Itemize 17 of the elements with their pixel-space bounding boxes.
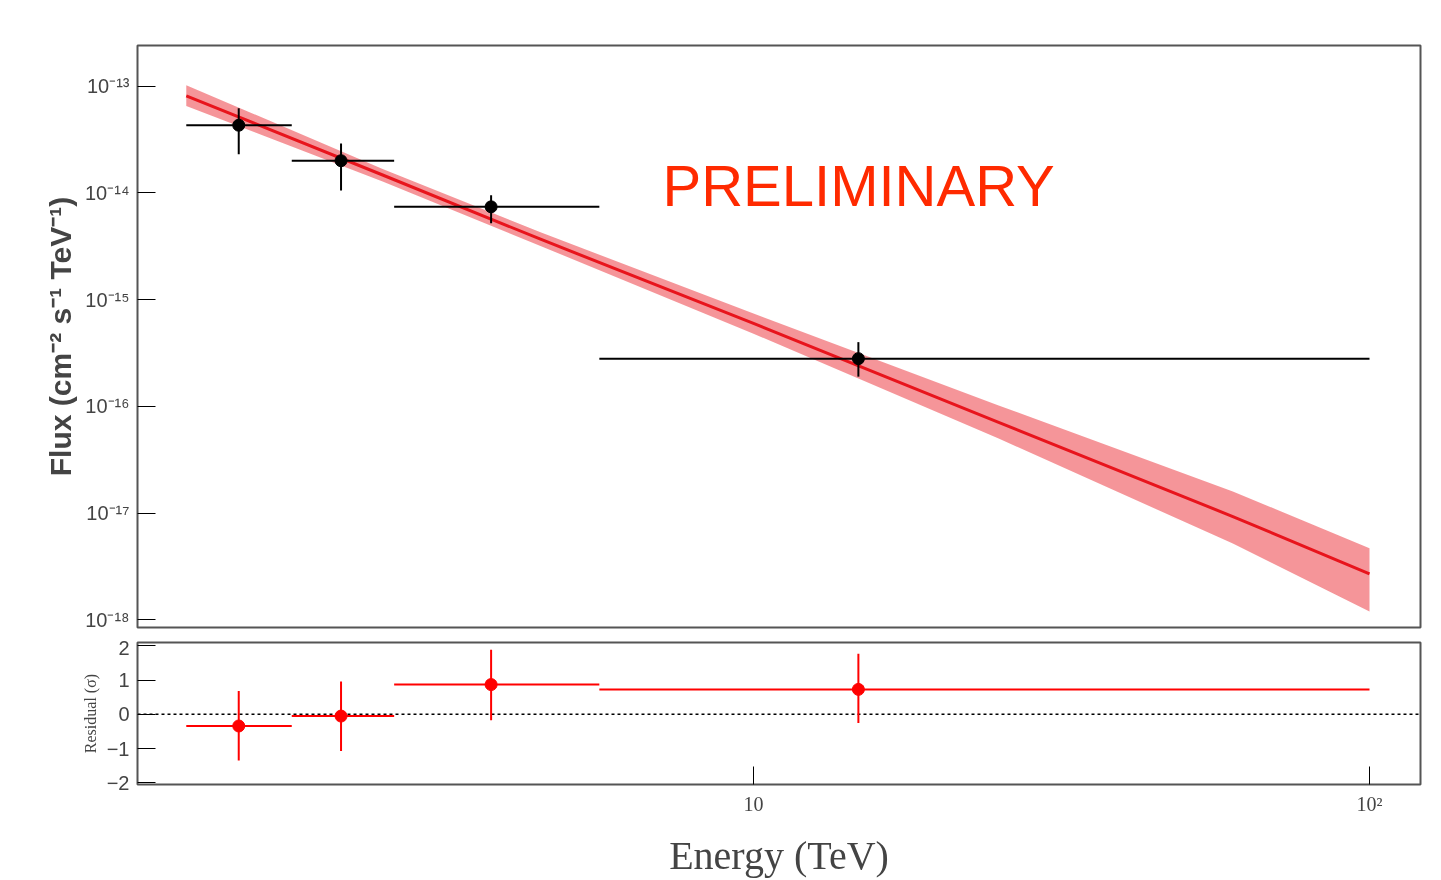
y-tick-label: 0: [118, 703, 130, 726]
y-tick-label: 10⁻¹⁵: [85, 288, 130, 311]
y-tick-label: 10⁻¹³: [86, 75, 130, 98]
annotation: PRELIMINARY: [662, 152, 1055, 218]
y-tick-label: 10⁻¹⁶: [85, 395, 130, 418]
y-tick-label: 1: [118, 669, 130, 692]
y-tick-label: −1: [106, 737, 130, 760]
y-tick-label: 10⁻¹⁸: [85, 608, 130, 631]
y-tick-label: −2: [106, 771, 130, 794]
y-tick-label: 10⁻¹⁷: [86, 502, 130, 525]
y-axis-title: Flux (cm⁻² s⁻¹ TeV⁻¹): [44, 196, 77, 477]
y-axis-title: Residual (σ): [81, 673, 100, 754]
x-axis-title: Energy (TeV): [669, 832, 889, 878]
y-tick-label: 10⁻¹⁴: [85, 181, 130, 204]
x-tick-label: 10²: [1356, 792, 1383, 815]
x-tick-label: 10: [743, 792, 764, 815]
y-tick-label: 2: [118, 636, 130, 659]
